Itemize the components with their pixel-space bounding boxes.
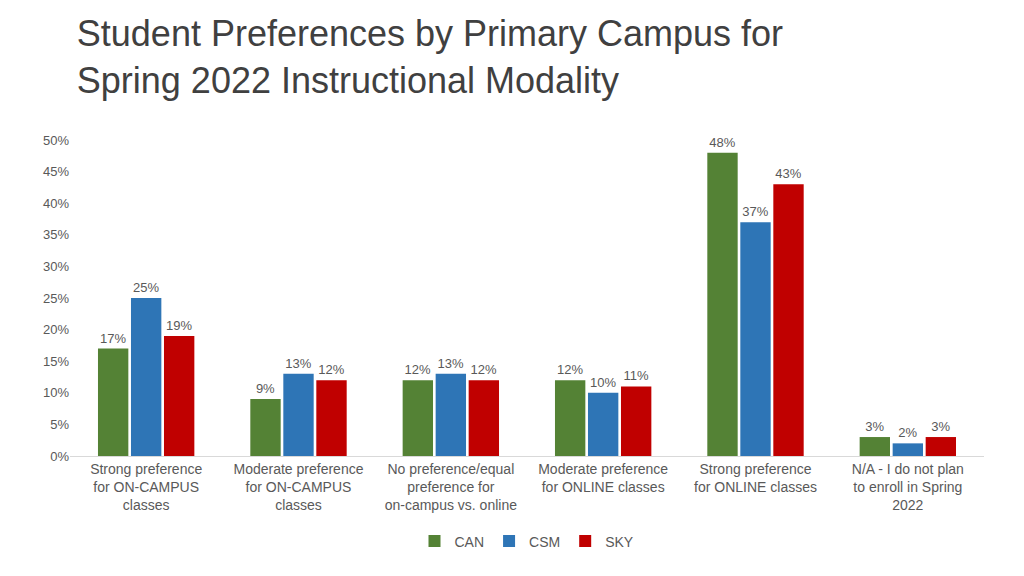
svg-text:Moderate preferencefor ON-CAMP: Moderate preferencefor ON-CAMPUSclasses: [234, 461, 364, 513]
svg-text:Moderate preferencefor ONLINE: Moderate preferencefor ONLINE classes: [538, 461, 668, 495]
svg-text:No preference/equalpreference: No preference/equalpreference foron-camp…: [385, 461, 518, 513]
svg-text:19%: 19%: [166, 318, 192, 333]
svg-text:12%: 12%: [405, 362, 431, 377]
svg-text:43%: 43%: [775, 166, 801, 181]
svg-text:9%: 9%: [256, 381, 275, 396]
svg-text:0%: 0%: [50, 449, 69, 464]
svg-text:5%: 5%: [50, 417, 69, 432]
svg-text:40%: 40%: [43, 196, 69, 211]
svg-text:15%: 15%: [43, 354, 69, 369]
svg-text:25%: 25%: [133, 280, 159, 295]
svg-text:Student Preferences by Primary: Student Preferences by Primary Campus fo…: [77, 13, 783, 101]
svg-text:12%: 12%: [318, 362, 344, 377]
svg-text:35%: 35%: [43, 227, 69, 242]
svg-text:25%: 25%: [43, 291, 69, 306]
svg-text:12%: 12%: [471, 362, 497, 377]
svg-text:CAN: CAN: [455, 534, 485, 550]
svg-text:CSM: CSM: [529, 534, 560, 550]
svg-text:10%: 10%: [590, 375, 616, 390]
svg-text:13%: 13%: [438, 356, 464, 371]
svg-text:17%: 17%: [100, 331, 126, 346]
svg-text:SKY: SKY: [605, 534, 634, 550]
svg-text:Strong preferencefor ON-CAMPUS: Strong preferencefor ON-CAMPUSclasses: [90, 461, 202, 513]
svg-text:11%: 11%: [623, 368, 648, 383]
svg-text:37%: 37%: [742, 204, 768, 219]
svg-text:2%: 2%: [898, 425, 917, 440]
svg-text:10%: 10%: [43, 385, 69, 400]
svg-text:Strong preferencefor ONLINE cl: Strong preferencefor ONLINE classes: [694, 461, 817, 495]
svg-text:13%: 13%: [285, 356, 311, 371]
svg-text:3%: 3%: [931, 419, 950, 434]
svg-text:3%: 3%: [865, 419, 884, 434]
svg-text:48%: 48%: [709, 135, 735, 150]
svg-text:N/A - I do not planto enroll i: N/A - I do not planto enroll in Spring20…: [852, 461, 964, 513]
svg-text:50%: 50%: [43, 133, 69, 148]
svg-text:20%: 20%: [43, 322, 69, 337]
svg-text:12%: 12%: [557, 362, 583, 377]
svg-text:30%: 30%: [43, 259, 69, 274]
svg-text:45%: 45%: [43, 164, 69, 179]
